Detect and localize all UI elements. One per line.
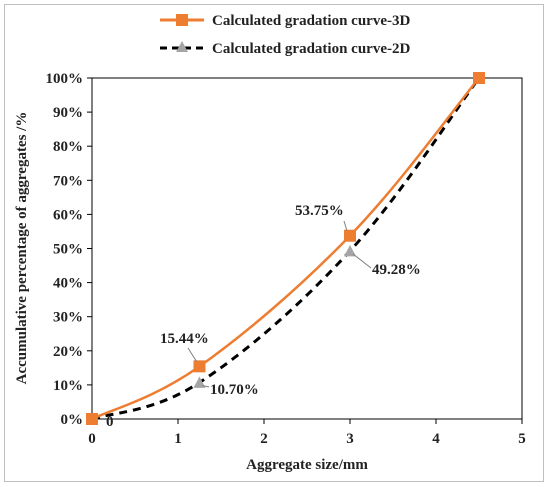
y-tick-label: 50% bbox=[53, 242, 83, 258]
data-label-leader bbox=[187, 347, 197, 362]
y-tick-label: 0% bbox=[61, 412, 84, 428]
data-label-leader bbox=[352, 253, 372, 269]
data-label-leader bbox=[343, 220, 348, 231]
legend-2d-label: Calculated gradation curve-2D bbox=[212, 41, 410, 57]
y-axis: 0% 10% 20% 30% 40% 50% 60% 70% 80% 90% 100% bbox=[46, 71, 92, 428]
data-label-leader bbox=[202, 385, 210, 388]
legend-3d-square-marker bbox=[176, 14, 188, 26]
data-label-3d: 15.44% bbox=[160, 331, 209, 347]
y-tick-label: 10% bbox=[53, 378, 83, 394]
x-tick-label: 2 bbox=[260, 431, 268, 447]
x-axis-title: Aggregate size/mm bbox=[246, 457, 368, 473]
legend-2d-triangle-marker bbox=[176, 41, 188, 52]
data-labels: 15.44% 53.75% 0 10.70% 49.28% bbox=[106, 203, 421, 430]
series-3d-point bbox=[86, 413, 98, 425]
legend-item-3d: Calculated gradation curve-3D bbox=[160, 13, 410, 29]
chart-frame bbox=[4, 4, 544, 482]
x-tick-label: 0 bbox=[88, 431, 96, 447]
data-label-2d: 0 bbox=[106, 414, 114, 430]
series-3d-point bbox=[193, 360, 206, 373]
x-tick-label: 4 bbox=[432, 431, 440, 447]
data-label-3d: 53.75% bbox=[295, 203, 344, 219]
y-tick-label: 20% bbox=[53, 344, 83, 360]
series-3d-point bbox=[344, 229, 356, 242]
y-tick-label: 80% bbox=[53, 139, 83, 155]
legend: Calculated gradation curve-3D Calculated… bbox=[160, 13, 410, 57]
series-layer bbox=[86, 72, 485, 425]
y-tick-label: 90% bbox=[53, 105, 83, 121]
y-tick-label: 100% bbox=[46, 71, 84, 87]
y-tick-label: 60% bbox=[53, 207, 83, 223]
series-2d-line bbox=[91, 77, 481, 421]
y-axis-title: Accumulative percentage of aggregates /% bbox=[14, 112, 30, 385]
data-label-2d: 49.28% bbox=[372, 262, 421, 278]
x-tick-label: 5 bbox=[518, 431, 526, 447]
data-label-2d: 10.70% bbox=[210, 382, 259, 398]
x-tick-label: 3 bbox=[346, 431, 354, 447]
y-tick-label: 40% bbox=[53, 276, 83, 292]
plot-area-border bbox=[91, 77, 523, 420]
series-2d-point bbox=[344, 244, 356, 257]
x-axis: 0 1 2 3 4 5 bbox=[88, 419, 526, 447]
legend-3d-label: Calculated gradation curve-3D bbox=[212, 13, 410, 29]
y-tick-label: 30% bbox=[53, 310, 83, 326]
series-3d-line bbox=[91, 77, 480, 421]
series-2d-point bbox=[193, 376, 206, 388]
series-3d-point bbox=[473, 72, 485, 84]
y-tick-label: 70% bbox=[53, 173, 83, 189]
x-tick-label: 1 bbox=[174, 431, 182, 447]
legend-item-2d: Calculated gradation curve-2D bbox=[160, 41, 410, 57]
